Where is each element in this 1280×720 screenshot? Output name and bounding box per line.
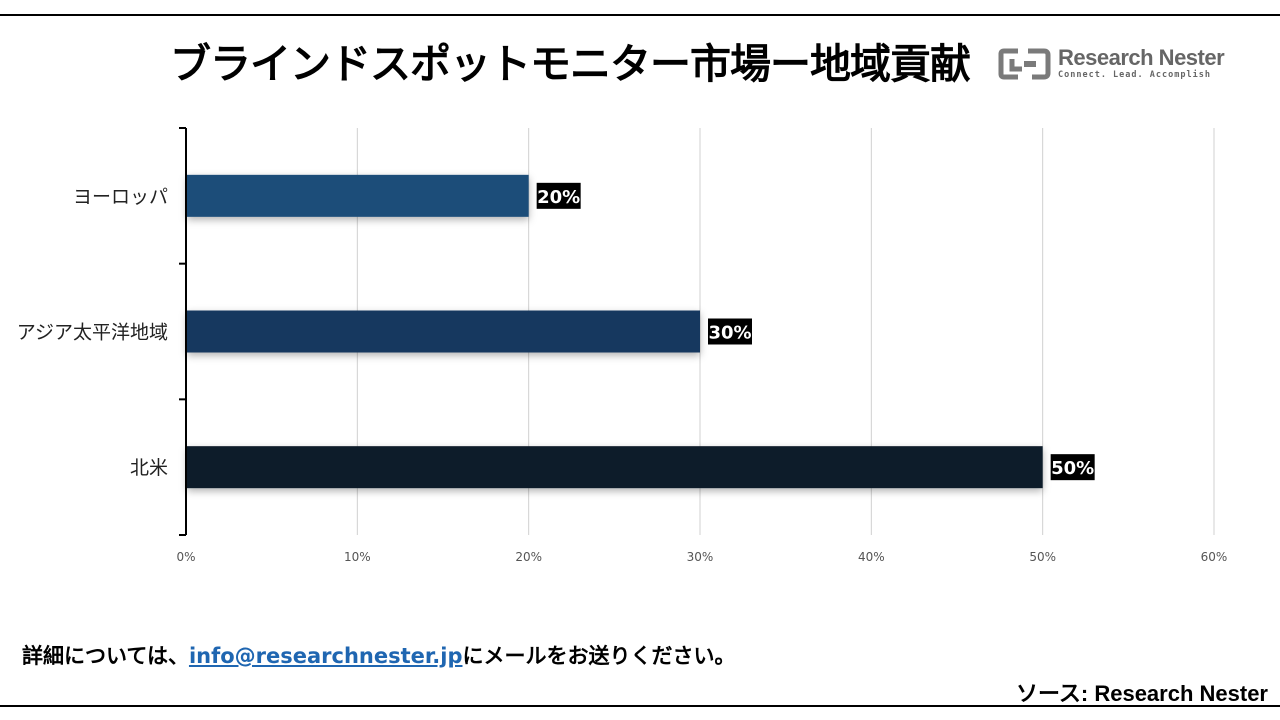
data-label: 50% (1051, 458, 1094, 479)
logo-name: Research Nester (1058, 45, 1225, 70)
contact-prefix: 詳細については、 (22, 644, 189, 668)
source-credit: ソース: Research Nester (1016, 681, 1268, 706)
x-tick-label: 10% (344, 550, 371, 564)
research-nester-logo: Research Nester Connect. Lead. Accomplis… (998, 45, 1225, 85)
data-label-bg (536, 182, 581, 209)
contact-note: 詳細については、info@researchnester.jpにメールをお送りくだ… (22, 640, 735, 670)
x-tick-label: 20% (515, 550, 542, 564)
bar (187, 310, 700, 353)
x-tick-labels: 0% 10% 20% 30% 40% 50% 60% (176, 550, 1227, 564)
bottom-rule (0, 705, 1280, 707)
top-rule (0, 14, 1280, 16)
data-label-bg (1050, 454, 1095, 481)
data-label: 30% (708, 323, 751, 344)
x-tick-label: 60% (1201, 550, 1228, 564)
bars (187, 174, 1043, 489)
y-axis (179, 127, 187, 536)
category-label: 北米 (130, 457, 168, 479)
logo-mark-icon (998, 48, 1051, 80)
bar (187, 446, 1043, 489)
data-labels: 20% 30% 50% (536, 182, 1095, 481)
bar (187, 174, 529, 217)
page-title: ブラインドスポットモニター市場ー地域貢献 (170, 40, 971, 88)
x-tick-label: 40% (858, 550, 885, 564)
logo-tagline: Connect. Lead. Accomplish (1058, 70, 1211, 80)
contact-suffix: にメールをお送りください。 (462, 644, 736, 668)
x-tick-label: 0% (176, 550, 195, 564)
category-label: ヨーロッパ (73, 186, 168, 208)
x-tick-label: 30% (687, 550, 714, 564)
x-tick-label: 50% (1029, 550, 1056, 564)
data-label: 20% (537, 187, 580, 208)
category-label: アジア太平洋地域 (17, 322, 168, 344)
contact-email-link[interactable]: info@researchnester.jp (188, 644, 463, 668)
data-label-bg (708, 318, 752, 345)
